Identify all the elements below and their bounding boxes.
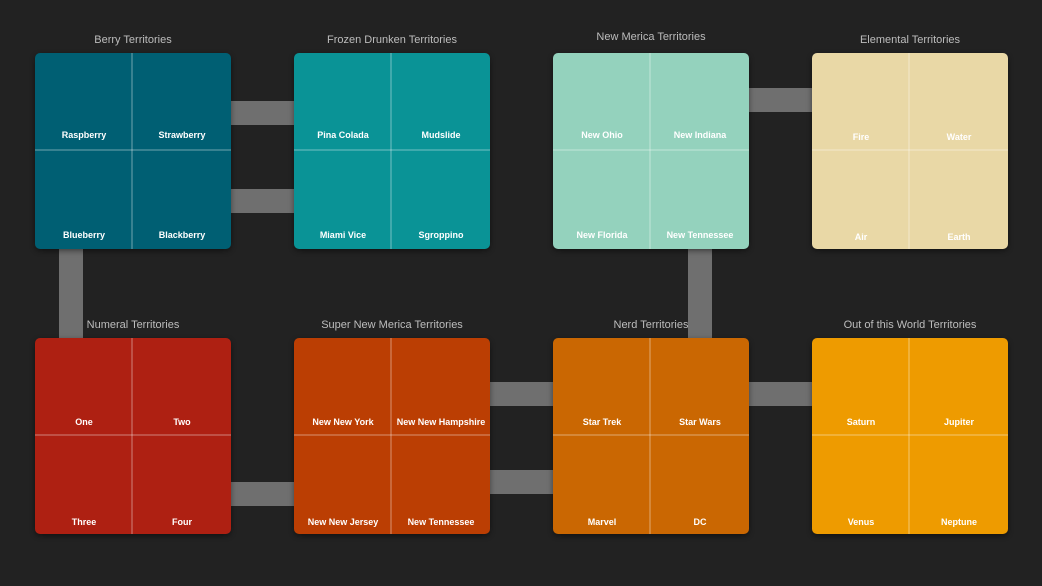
territory-board: Pina Colada Mudslide Miami Vice Sgroppin…: [294, 53, 490, 249]
territory-earth[interactable]: Earth: [947, 232, 971, 242]
connector-supernewmerica-nerd-bottom: [487, 470, 555, 494]
divider: [390, 53, 392, 249]
connector-berry-frozen-bottom: [228, 189, 296, 213]
territory-new-tennessee[interactable]: New Tennessee: [407, 517, 475, 527]
territory-water[interactable]: Water: [946, 132, 972, 142]
group-title: Super New Merica Territories: [321, 319, 463, 331]
divider: [35, 434, 231, 436]
connector-berry-frozen-top: [228, 101, 296, 125]
divider: [908, 338, 910, 534]
territory-venus[interactable]: Venus: [847, 517, 875, 527]
divider: [649, 338, 651, 534]
divider: [131, 338, 133, 534]
divider: [35, 149, 231, 151]
territory-pina-colada[interactable]: Pina Colada: [317, 130, 369, 140]
group-title: Frozen Drunken Territories: [326, 34, 457, 46]
group-title: New Merica Territories: [596, 31, 706, 43]
group-title: Elemental Territories: [859, 34, 961, 46]
territory-saturn[interactable]: Saturn: [846, 417, 876, 427]
territory-new-ohio[interactable]: New Ohio: [581, 130, 623, 140]
territory-star-wars[interactable]: Star Wars: [679, 417, 721, 427]
territory-three[interactable]: Three: [71, 517, 97, 527]
group-title: Out of this World Territories: [843, 319, 977, 331]
connector-newmerica-nerd: [688, 246, 712, 340]
divider: [812, 149, 1008, 151]
connector-supernewmerica-nerd-top: [487, 382, 555, 406]
territory-new-new-hampshire[interactable]: New New Hampshire: [396, 417, 486, 427]
group-title: Numeral Territories: [86, 319, 180, 331]
territory-board: Raspberry Strawberry Blueberry Blackberr…: [35, 53, 231, 249]
territory-new-indiana[interactable]: New Indiana: [673, 130, 727, 140]
territory-new-tennessee[interactable]: New Tennessee: [666, 230, 734, 240]
group-title: Berry Territories: [94, 34, 172, 46]
divider: [294, 434, 490, 436]
connector-numeral-supernewmerica: [228, 482, 296, 506]
territory-two[interactable]: Two: [173, 417, 191, 427]
territory-raspberry[interactable]: Raspberry: [61, 130, 107, 140]
divider: [390, 338, 392, 534]
territory-board: New New York New New Hampshire New New J…: [294, 338, 490, 534]
divider: [553, 149, 749, 151]
territory-new-florida[interactable]: New Florida: [576, 230, 628, 240]
connector-berry-numeral: [59, 246, 83, 340]
territory-star-trek[interactable]: Star Trek: [582, 417, 622, 427]
divider: [294, 149, 490, 151]
territory-four[interactable]: Four: [172, 517, 192, 527]
divider: [131, 53, 133, 249]
territory-dc[interactable]: DC: [693, 517, 707, 527]
territory-mudslide[interactable]: Mudslide: [421, 130, 461, 140]
territory-board: Fire Water Air Earth: [812, 53, 1008, 249]
connector-newmerica-elemental: [746, 88, 814, 112]
divider: [908, 53, 910, 249]
territory-neptune[interactable]: Neptune: [941, 517, 977, 527]
territory-blueberry[interactable]: Blueberry: [62, 230, 106, 240]
territory-air[interactable]: Air: [854, 232, 868, 242]
territory-new-new-york[interactable]: New New York: [312, 417, 374, 427]
territory-jupiter[interactable]: Jupiter: [943, 417, 974, 427]
territory-board: New Ohio New Indiana New Florida New Ten…: [553, 53, 749, 249]
connector-nerd-outofworld: [746, 382, 814, 406]
territory-blackberry[interactable]: Blackberry: [158, 230, 206, 240]
divider: [812, 434, 1008, 436]
territory-board: Saturn Jupiter Venus Neptune: [812, 338, 1008, 534]
territory-new-new-jersey[interactable]: New New Jersey: [307, 517, 379, 527]
territory-board: Star Trek Star Wars Marvel DC: [553, 338, 749, 534]
territory-miami-vice[interactable]: Miami Vice: [319, 230, 367, 240]
territory-one[interactable]: One: [75, 417, 93, 427]
territory-sgroppino[interactable]: Sgroppino: [418, 230, 464, 240]
territory-strawberry[interactable]: Strawberry: [158, 130, 206, 140]
territory-marvel[interactable]: Marvel: [587, 517, 617, 527]
territory-fire[interactable]: Fire: [852, 132, 870, 142]
group-title: Nerd Territories: [613, 319, 689, 331]
divider: [649, 53, 651, 249]
territory-board: One Two Three Four: [35, 338, 231, 534]
divider: [553, 434, 749, 436]
